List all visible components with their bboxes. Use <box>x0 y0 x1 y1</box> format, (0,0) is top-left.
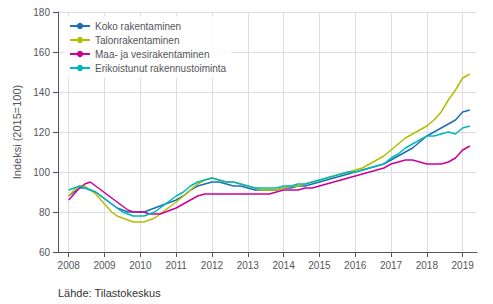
svg-text:Lähde: Tilastokeskus: Lähde: Tilastokeskus <box>58 287 161 299</box>
svg-text:2019: 2019 <box>452 260 475 271</box>
svg-text:2017: 2017 <box>380 260 403 271</box>
svg-text:2014: 2014 <box>272 260 295 271</box>
svg-text:2009: 2009 <box>93 260 116 271</box>
svg-text:2011: 2011 <box>165 260 187 271</box>
svg-text:80: 80 <box>39 207 51 218</box>
svg-text:180: 180 <box>33 7 50 18</box>
svg-text:Koko rakentaminen: Koko rakentaminen <box>95 21 181 32</box>
svg-text:2015: 2015 <box>308 260 331 271</box>
svg-text:60: 60 <box>39 247 51 258</box>
svg-text:2018: 2018 <box>416 260 439 271</box>
svg-text:2016: 2016 <box>344 260 367 271</box>
svg-text:Erikoistunut rakennustoiminta: Erikoistunut rakennustoiminta <box>95 63 227 74</box>
svg-text:Indeksi (2015=100): Indeksi (2015=100) <box>11 85 23 179</box>
svg-text:140: 140 <box>33 87 50 98</box>
svg-text:2012: 2012 <box>201 260 224 271</box>
svg-text:2013: 2013 <box>237 260 260 271</box>
svg-text:100: 100 <box>33 167 50 178</box>
svg-text:Talonrakentaminen: Talonrakentaminen <box>95 35 180 46</box>
svg-text:2008: 2008 <box>58 260 81 271</box>
svg-text:120: 120 <box>33 127 50 138</box>
svg-text:2010: 2010 <box>129 260 152 271</box>
svg-text:Maa- ja vesirakentaminen: Maa- ja vesirakentaminen <box>95 49 210 60</box>
svg-text:160: 160 <box>33 47 50 58</box>
